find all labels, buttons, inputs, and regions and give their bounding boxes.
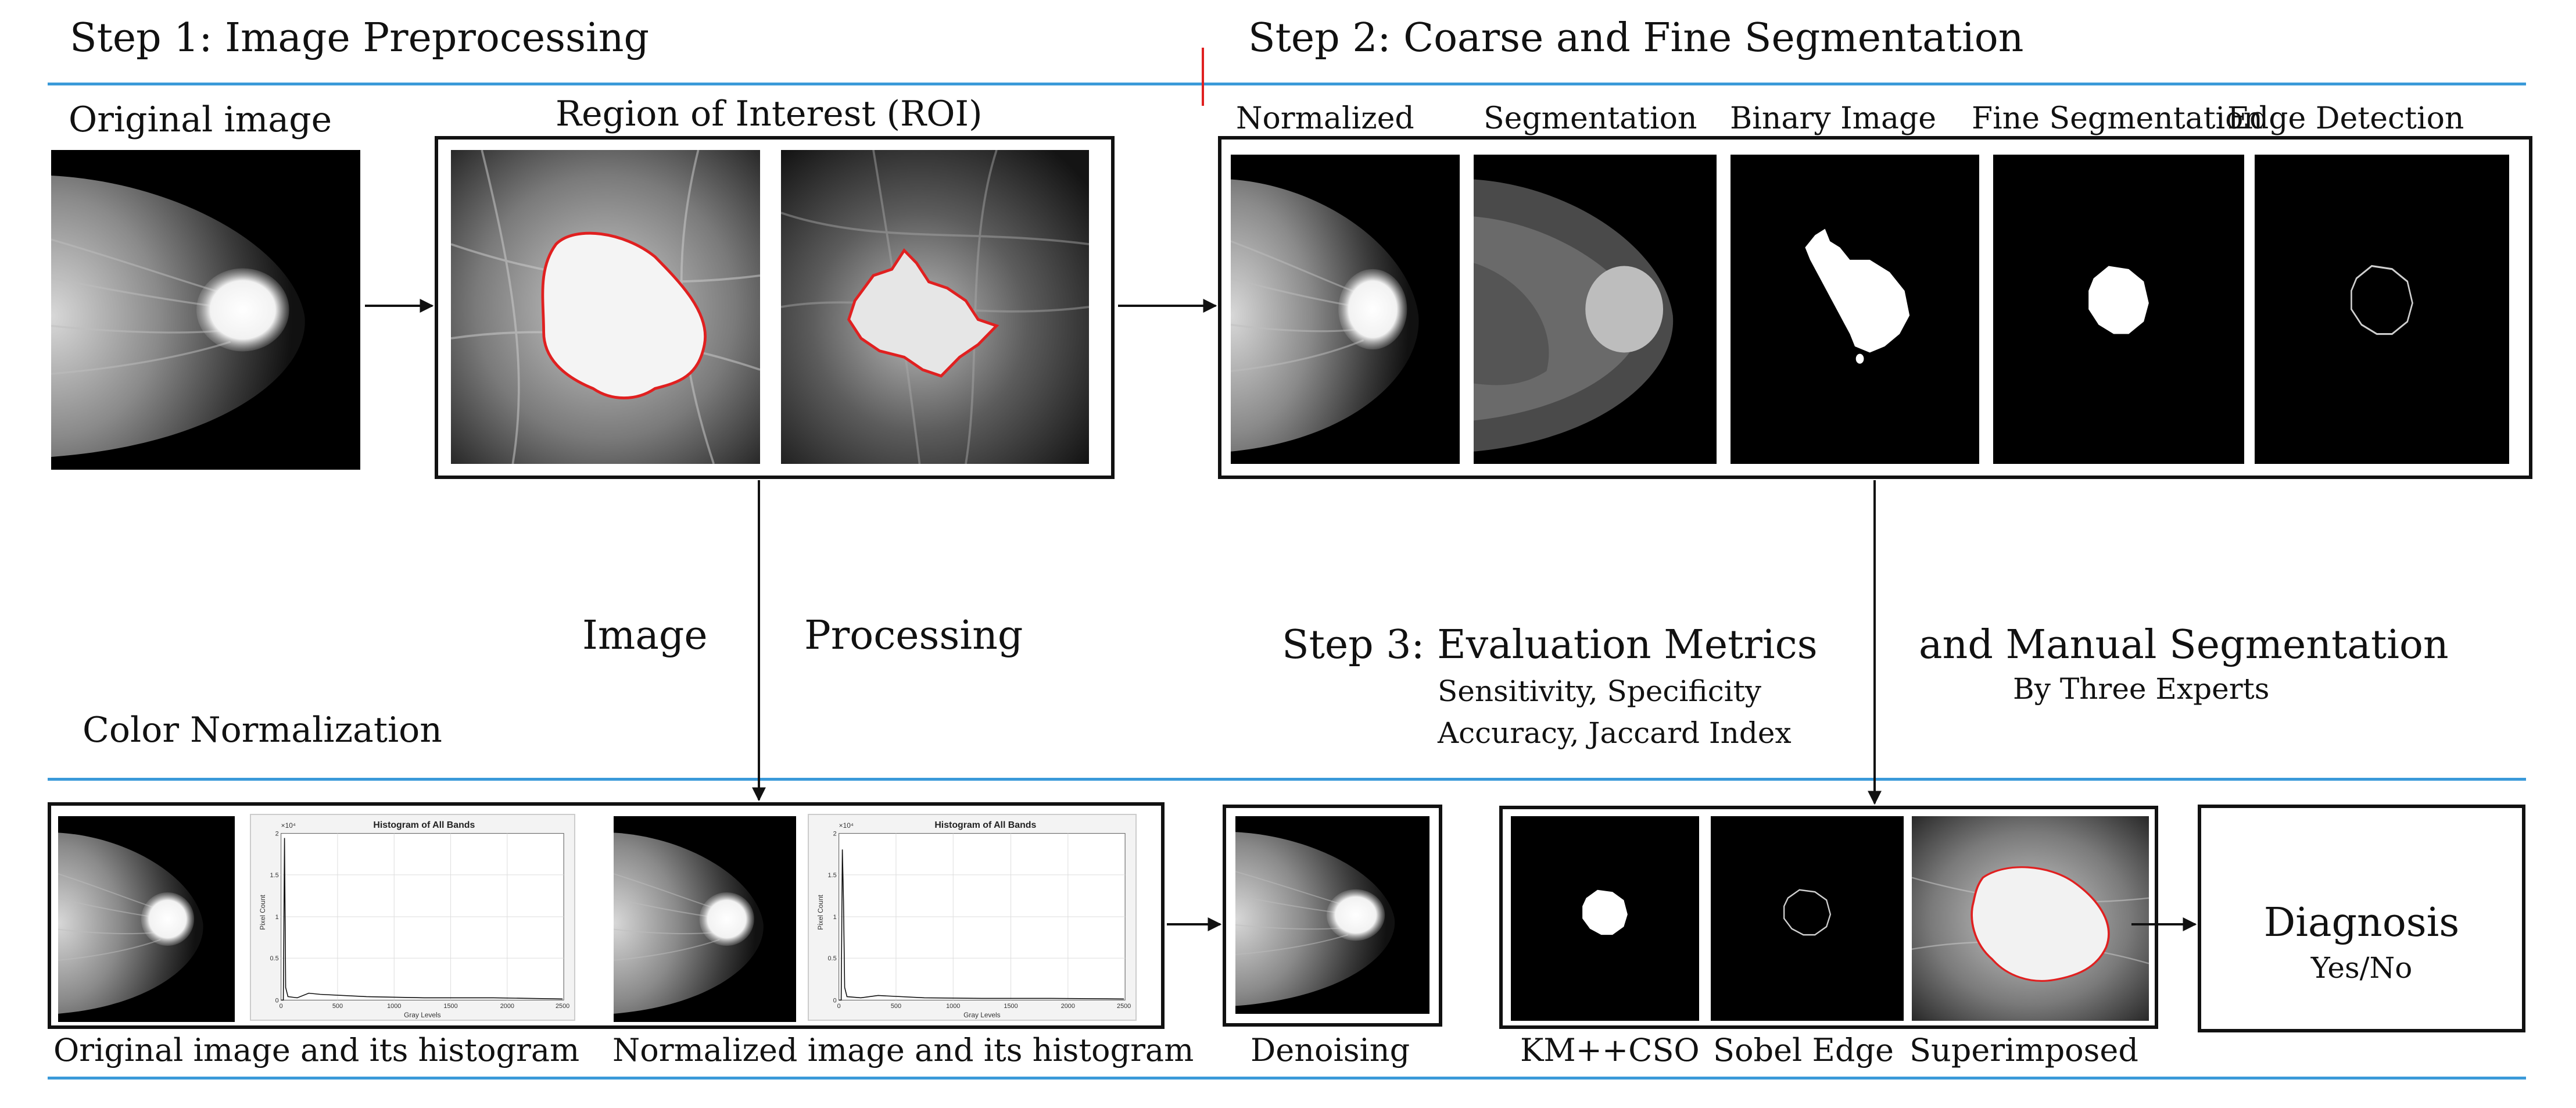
hist1-ytick-4: 2 (275, 831, 279, 838)
bottom-rule (48, 1077, 2526, 1080)
caption-normalized-histogram: Normalized image and its histogram (612, 1032, 1194, 1068)
hist2-ylabel: Pixel Count (816, 894, 825, 930)
hist1-ylabel: Pixel Count (259, 894, 267, 930)
superimposed-image (1912, 816, 2149, 1021)
superimposed-contour (1970, 866, 2110, 982)
hist2-xtick-0: 0 (837, 1003, 841, 1010)
seg-label-edge: Edge Detection (2227, 101, 2464, 136)
edge-detection-image (2255, 155, 2509, 464)
hist1-xlabel: Gray Levels (404, 1011, 441, 1019)
denoised-image (1235, 816, 1429, 1014)
seg-label-fine: Fine Segmentation (1972, 101, 2263, 136)
hist1-xtick-5: 2500 (556, 1003, 569, 1010)
hist1-ytick-3: 1.5 (270, 872, 279, 879)
coarse-segmentation-image (1474, 155, 1717, 464)
hist2-xtick-2: 1000 (946, 1003, 960, 1010)
color-normalization-label: Color Normalization (83, 710, 442, 750)
hist2-xtick-1: 500 (891, 1003, 901, 1010)
original-mammogram (51, 150, 360, 470)
caption-sobel-edge: Sobel Edge (1713, 1032, 1894, 1068)
hist2-xtick-3: 1500 (1004, 1003, 1017, 1010)
diagnosis-box (2198, 805, 2525, 1032)
normalized-histogram: Histogram of All Bands ×10⁴ Pixel Count … (808, 814, 1137, 1021)
step-divider-mark (1202, 48, 1204, 106)
hist2-xtick-5: 2500 (1117, 1003, 1131, 1010)
step2-title: Step 2: Coarse and Fine Segmentation (1248, 15, 2024, 61)
step1-title: Step 1: Image Preprocessing (70, 15, 650, 61)
hist2-ytick-1: 0.5 (828, 955, 837, 962)
hist1-xtick-2: 1000 (387, 1003, 401, 1010)
middle-rule (48, 778, 2526, 781)
roi-image-2 (781, 150, 1089, 464)
caption-superimposed: Superimposed (1909, 1032, 2138, 1068)
seg-label-normalized: Normalized (1236, 101, 1414, 136)
processing-word-label: Processing (804, 613, 1023, 659)
step3-title: Step 3: Evaluation Metrics (1282, 622, 1818, 668)
hist1-xtick-4: 2000 (500, 1003, 514, 1010)
diagnosis-title: Diagnosis (2263, 900, 2460, 946)
original-small-image (58, 816, 235, 1022)
normalized-image (1231, 155, 1460, 464)
hist1-xtick-0: 0 (280, 1003, 283, 1010)
caption-km-cso: KM++CSO (1520, 1032, 1700, 1068)
hist1-ytick-2: 1 (275, 914, 279, 921)
hist2-xlabel: Gray Levels (963, 1011, 1001, 1019)
manual-segmentation-title: and Manual Segmentation (1919, 622, 2449, 668)
roi-contour-1 (541, 231, 707, 399)
seg-label-segmentation: Segmentation (1484, 101, 1697, 136)
hist2-ytick-0: 0 (833, 997, 837, 1004)
hist2-title: Histogram of All Bands (934, 820, 1036, 830)
diagnosis-subtitle: Yes/No (2310, 951, 2413, 985)
top-rule (48, 83, 2526, 85)
hist1-xtick-1: 500 (332, 1003, 343, 1010)
original-histogram: Histogram of All Bands ×10⁴ Pixel Count … (250, 814, 575, 1021)
hist2-xtick-4: 2000 (1061, 1003, 1075, 1010)
km-cso-image (1511, 816, 1699, 1021)
manual-subtitle: By Three Experts (2013, 672, 2270, 706)
hist1-title: Histogram of All Bands (373, 820, 475, 830)
hist1-xtick-3: 1500 (443, 1003, 457, 1010)
metrics-line-2: Accuracy, Jaccard Index (1438, 716, 1792, 750)
hist2-scale: ×10⁴ (839, 821, 854, 830)
roi-contour-2 (847, 248, 999, 378)
seg-label-binary: Binary Image (1730, 101, 1937, 136)
hist1-ytick-0: 0 (275, 997, 279, 1004)
hist2-ytick-4: 2 (833, 831, 837, 838)
fine-segmentation-image (1993, 155, 2244, 464)
hist1-scale: ×10⁴ (281, 821, 296, 830)
image-word-label: Image (582, 613, 708, 659)
hist2-ytick-2: 1 (833, 914, 837, 921)
caption-original-histogram: Original image and its histogram (53, 1032, 580, 1068)
hist1-ytick-1: 0.5 (270, 955, 279, 962)
metrics-line-1: Sensitivity, Specificity (1438, 674, 1762, 708)
binary-image (1731, 155, 1979, 464)
normalized-small-image (614, 816, 796, 1022)
caption-denoising: Denoising (1251, 1032, 1410, 1068)
hist2-ytick-3: 1.5 (828, 872, 837, 879)
roi-image-1 (451, 150, 760, 464)
sobel-edge-image (1711, 816, 1904, 1021)
roi-label: Region of Interest (ROI) (556, 94, 983, 134)
original-image-label: Original image (69, 99, 332, 140)
